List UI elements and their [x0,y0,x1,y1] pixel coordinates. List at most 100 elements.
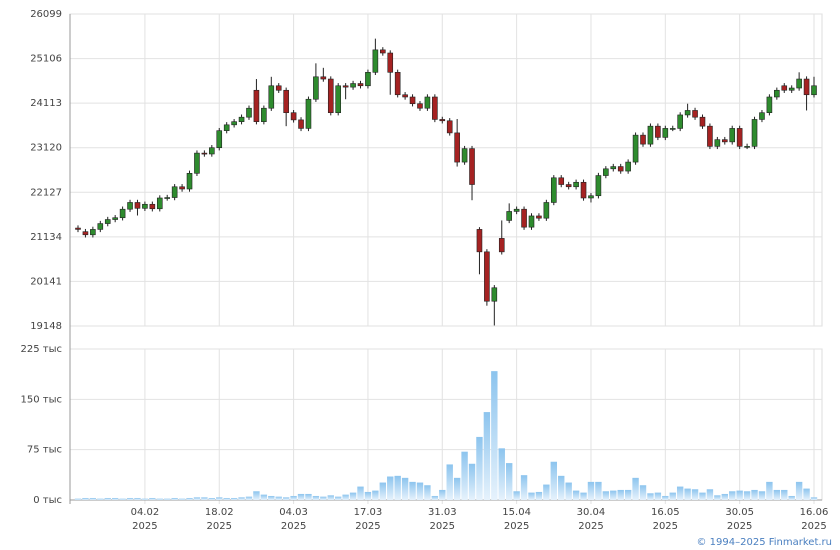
candle-body [417,103,423,109]
x-tick-year: 2025 [207,521,232,532]
candle-body [528,215,535,228]
volume-bar [208,497,216,500]
candle-body [209,147,215,155]
candle-body [469,148,475,185]
candle-body [446,120,453,134]
candle-body [402,94,408,98]
volume-bar [268,495,275,500]
footer: © 1994–2025 Finmarket.ru [696,537,832,548]
volume-bar [654,492,662,500]
volume-bar [312,495,320,500]
candle-body [261,107,267,122]
candle-body [283,89,289,114]
candle-body [134,202,141,209]
x-tick-label: 16.06 [800,507,829,518]
volume-bar [74,498,82,500]
volume-bar [216,497,223,500]
candle-body [194,152,200,174]
volume-bar [498,448,505,500]
volume-bar [587,481,595,500]
volume-bar [178,498,186,500]
candle-body [707,125,713,147]
candle-body [394,72,401,96]
volume-bar [543,484,550,500]
volume-bar [520,475,528,500]
volume-bar [476,436,483,500]
volume-tick-label: 0 тыс [33,495,62,506]
volume-bar [349,492,357,500]
x-tick-label: 16.05 [651,507,680,518]
y-tick-label: 19148 [30,321,62,332]
volume-bar [743,491,751,500]
price-frame [69,13,823,327]
candle-body [142,203,148,209]
volume-bar [193,497,201,500]
candle-body [350,83,356,88]
volume-bar [706,489,714,500]
y-tick-label: 26099 [30,9,62,20]
candle-body [119,208,126,219]
volume-bar [305,493,312,500]
volume-bar [461,451,468,500]
x-tick-year: 2025 [653,521,678,532]
candle-body [298,119,304,129]
candle-body [610,166,617,170]
candle-body [275,85,282,91]
volume-bar [97,498,104,500]
candle-body [238,116,245,122]
candle-body [781,85,788,91]
candle-body [97,223,104,230]
candle-body [796,78,802,89]
volume-bar [119,498,126,500]
candle-body [573,181,579,188]
volume-bar [632,477,639,500]
x-tick-year: 2025 [430,521,455,532]
volume-bar [528,492,535,500]
x-tick-label: 30.05 [725,507,754,518]
candle-body [127,202,133,210]
candle-body [558,177,565,185]
volume-bar [803,488,810,500]
volume-bar [624,489,632,500]
x-tick-year: 2025 [132,521,157,532]
candle-body [454,132,460,163]
volume-bar [275,496,282,500]
volume-bar [82,497,89,500]
candle-body [721,139,728,143]
y-tick-label: 21134 [30,232,62,243]
volume-bar [535,491,543,500]
candle-body [811,85,817,96]
volume-bar [186,497,193,500]
volume-bar [676,486,684,500]
candle-body [543,202,550,219]
candle-body [632,134,639,163]
candle-body [662,128,669,138]
candle-body [216,130,223,149]
volume-bar [751,489,758,500]
candle-body [669,128,676,130]
x-tick-label: 15.04 [502,507,531,518]
volume-bar [781,489,788,500]
volume-bar [439,489,446,500]
volume-bar [505,463,513,500]
x-tick-year: 2025 [504,521,529,532]
volume-bar [364,491,372,500]
volume-bar [409,481,416,500]
volume-bar [602,491,610,500]
candle-body [595,175,602,197]
candle-body [342,85,349,88]
candle-body [766,96,773,114]
volume-bar [201,497,208,500]
volume-bar [372,490,379,500]
candle-body [305,98,312,129]
volume-bar [558,475,565,500]
volume-tick-label: 150 тыс [21,394,62,405]
volume-bar [357,486,364,500]
candle-body [75,227,81,230]
candle-body [580,181,587,199]
candle-body [186,172,193,190]
candle-body [476,229,483,253]
candle-body [714,139,721,147]
y-tick-label: 24113 [30,98,62,109]
